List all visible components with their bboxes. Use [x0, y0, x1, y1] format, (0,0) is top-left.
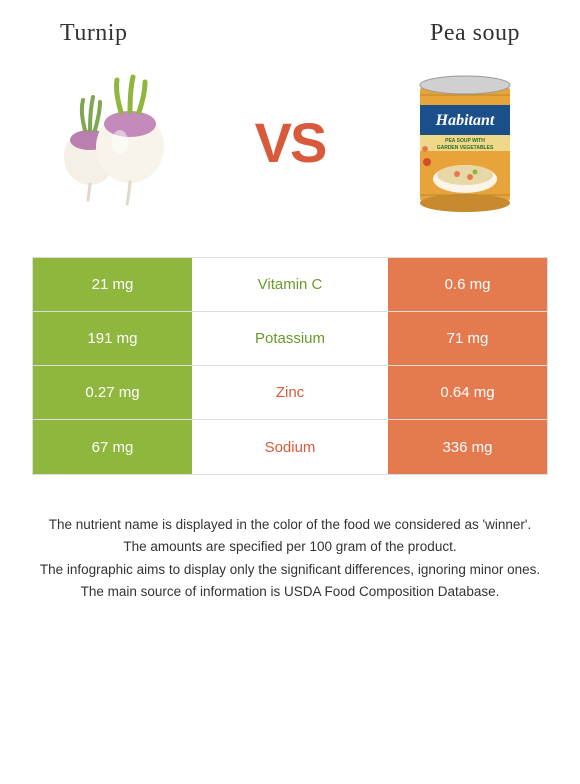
svg-text:GARDEN VEGETABLES: GARDEN VEGETABLES: [437, 145, 494, 151]
images-row: VS Habitant PEA SOUP WITH GARDEN VEGETAB…: [0, 57, 580, 237]
right-value-cell: 336 mg: [387, 420, 547, 474]
right-value-cell: 71 mg: [387, 312, 547, 365]
nutrient-cell: Potassium: [193, 312, 387, 365]
svg-text:Habitant: Habitant: [435, 112, 495, 129]
soup-can-icon: Habitant PEA SOUP WITH GARDEN VEGETABLES: [405, 67, 525, 217]
nutrient-cell: Zinc: [193, 366, 387, 419]
left-value-cell: 0.27 mg: [33, 366, 193, 419]
footer-notes: The nutrient name is displayed in the co…: [30, 515, 550, 602]
footer-line: The amounts are specified per 100 gram o…: [30, 537, 550, 557]
header: Turnip Pea soup: [0, 0, 580, 57]
table-row: 191 mg Potassium 71 mg: [33, 312, 547, 366]
left-value-cell: 21 mg: [33, 258, 193, 311]
left-value-cell: 67 mg: [33, 420, 193, 474]
comparison-table: 21 mg Vitamin C 0.6 mg 191 mg Potassium …: [32, 257, 548, 475]
table-row: 0.27 mg Zinc 0.64 mg: [33, 366, 547, 420]
pea-soup-image: Habitant PEA SOUP WITH GARDEN VEGETABLES: [390, 67, 540, 217]
turnip-image: [40, 67, 190, 217]
nutrient-cell: Sodium: [193, 420, 387, 474]
right-food-title: Pea soup: [430, 20, 520, 47]
footer-line: The main source of information is USDA F…: [30, 582, 550, 602]
nutrient-cell: Vitamin C: [193, 258, 387, 311]
left-value-cell: 191 mg: [33, 312, 193, 365]
vs-label: VS: [255, 110, 326, 175]
turnip-icon: [45, 72, 185, 212]
table-row: 21 mg Vitamin C 0.6 mg: [33, 258, 547, 312]
right-value-cell: 0.64 mg: [387, 366, 547, 419]
svg-text:PEA SOUP WITH: PEA SOUP WITH: [445, 138, 485, 144]
table-row: 67 mg Sodium 336 mg: [33, 420, 547, 474]
footer-line: The nutrient name is displayed in the co…: [30, 515, 550, 535]
left-food-title: Turnip: [60, 20, 127, 47]
footer-line: The infographic aims to display only the…: [30, 560, 550, 580]
right-value-cell: 0.6 mg: [387, 258, 547, 311]
